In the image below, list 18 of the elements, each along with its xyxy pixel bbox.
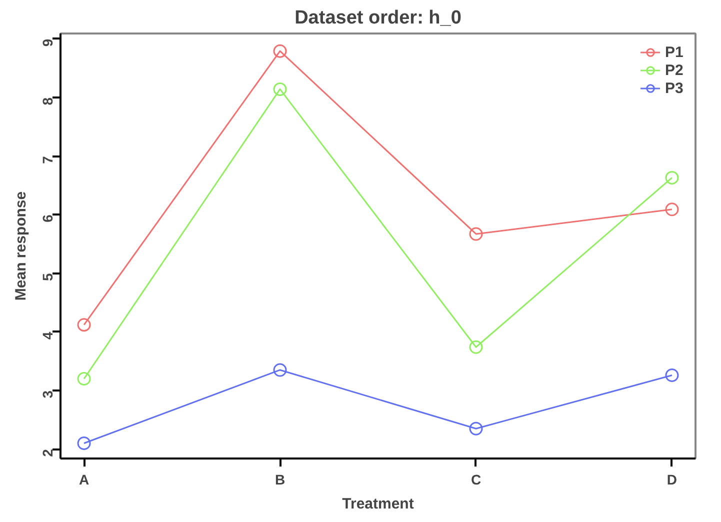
x-tick-label: D <box>666 472 678 488</box>
y-tick-label: 4 <box>40 332 56 340</box>
y-tick-label: 2 <box>40 448 56 457</box>
chart-title: Dataset order: h_0 <box>294 8 462 28</box>
x-tick-label: A <box>78 472 90 488</box>
x-tick-label: C <box>470 472 482 488</box>
y-tick-label: 6 <box>40 214 56 222</box>
y-tick-label: 8 <box>40 97 56 106</box>
legend-label: P1 <box>665 43 684 61</box>
y-tick-label: 9 <box>40 38 56 47</box>
x-axis-title: Treatment <box>342 496 414 512</box>
x-tick-label: B <box>274 472 286 488</box>
legend-label: P3 <box>665 79 684 97</box>
y-tick-label: 5 <box>40 273 56 282</box>
y-tick-label: 7 <box>40 156 56 164</box>
legend-label: P2 <box>665 61 684 79</box>
y-tick-label: 3 <box>40 390 56 398</box>
y-axis-title: Mean response <box>12 191 30 301</box>
